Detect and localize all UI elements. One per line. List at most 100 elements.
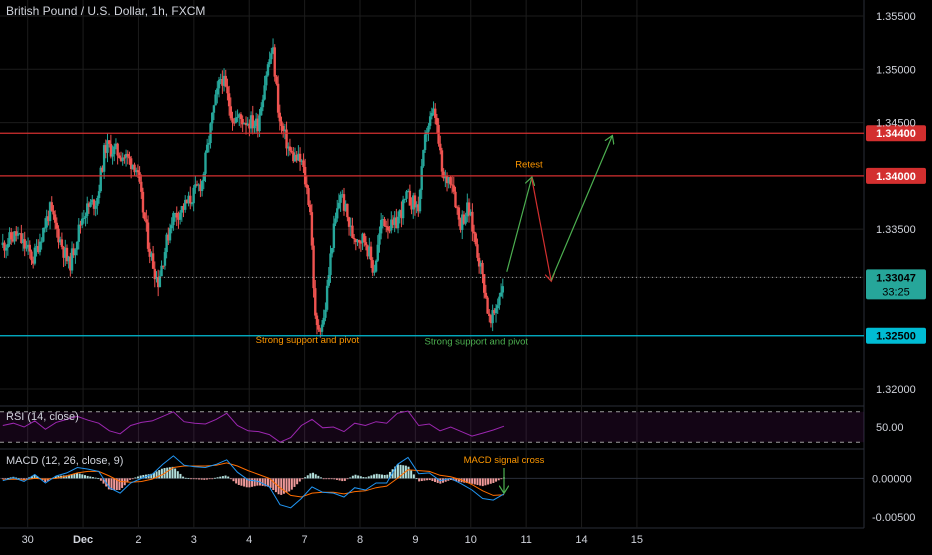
grid-lines — [0, 0, 865, 529]
macd-histogram-bar — [73, 473, 76, 479]
candle-body — [148, 248, 151, 257]
candle-body — [254, 118, 258, 126]
macd-histogram-bar — [179, 473, 182, 479]
candle-body — [450, 184, 454, 186]
macd-histogram-bar — [150, 473, 153, 479]
macd-histogram-bar — [314, 474, 317, 479]
candle-body — [182, 205, 185, 210]
macd-histogram-bar — [187, 478, 190, 480]
macd-histogram-bar — [418, 478, 421, 482]
macd-histogram-bar — [434, 478, 437, 482]
candle-body — [97, 191, 101, 199]
macd-histogram-bar — [407, 466, 410, 479]
macd-histogram-bar — [296, 478, 299, 485]
candle-body — [406, 190, 410, 192]
candle-body — [50, 202, 53, 211]
candle-body — [243, 123, 246, 125]
candle-body — [116, 143, 119, 156]
candle-body — [175, 212, 178, 218]
macd-histogram-bar — [131, 478, 134, 480]
candle-body — [297, 153, 300, 161]
macd-histogram-bar — [192, 478, 195, 480]
candle-body — [158, 276, 162, 288]
candle-body — [334, 218, 337, 224]
macd-histogram-bar — [160, 468, 163, 479]
macd-histogram-bar — [46, 478, 49, 481]
macd-histogram-bar — [176, 471, 179, 479]
macd-histogram-bar — [203, 478, 206, 480]
candle-body — [352, 237, 356, 240]
macd-histogram-bar — [357, 475, 360, 479]
macd-histogram-bar — [386, 474, 389, 479]
time-tick-label: 8 — [357, 534, 363, 546]
macd-histogram-bar — [195, 478, 198, 480]
candle-body — [483, 274, 486, 293]
macd-histogram-bar — [362, 477, 365, 479]
macd-histogram-bar — [78, 473, 81, 479]
candle-body — [393, 217, 396, 225]
macd-histogram-bar — [253, 478, 256, 487]
macd-histogram-bar — [224, 475, 227, 479]
candle-body — [72, 248, 75, 256]
time-tick-label: Dec — [73, 534, 93, 546]
candle-body — [351, 225, 354, 238]
time-tick-label: 15 — [631, 534, 643, 546]
candle-body — [37, 246, 40, 253]
macd-histogram-bar — [107, 478, 110, 490]
chart-title: British Pound / U.S. Dollar, 1h, FXCM — [6, 4, 205, 18]
candle-body — [53, 214, 57, 223]
candle-body — [156, 277, 160, 288]
macd-histogram-bar — [171, 466, 174, 479]
candle-body — [479, 262, 483, 267]
macd-histogram-bar — [142, 474, 145, 479]
candle-body — [258, 115, 261, 132]
support-badge — [866, 327, 926, 344]
candle-body — [185, 199, 189, 204]
candle-body — [219, 79, 222, 81]
candle-body — [177, 217, 180, 220]
candle-body — [124, 154, 128, 158]
candle-body — [165, 234, 168, 253]
macd-histogram-bar — [91, 477, 94, 479]
time-tick-label: 30 — [22, 534, 34, 546]
candle-body — [227, 93, 231, 107]
macd-tick-label: -0.00500 — [872, 512, 915, 524]
price-tick-label: 1.35500 — [876, 11, 916, 23]
candle-body — [126, 154, 129, 157]
macd-histogram-bar — [266, 478, 269, 487]
candle-body — [221, 79, 224, 86]
macd-histogram-bar — [126, 478, 129, 483]
candle-body — [371, 260, 374, 273]
rsi-tick-label: 50.00 — [876, 422, 904, 434]
candle-body — [396, 216, 400, 229]
rsi-title: RSI (14, close) — [6, 411, 79, 423]
macd-histogram-bar — [30, 475, 33, 479]
candle-body — [145, 219, 148, 223]
candle-body — [200, 181, 204, 192]
candle-body — [140, 181, 143, 192]
macd-line — [2, 455, 505, 509]
candle-body — [226, 86, 229, 94]
macd-histogram-bar — [269, 478, 272, 488]
candle-body — [466, 202, 469, 217]
candle-body — [57, 228, 60, 243]
time-tick-label: 3 — [191, 534, 197, 546]
macd-histogram-bar — [487, 478, 490, 485]
macd-histogram-bar — [168, 467, 171, 479]
candle-body — [224, 75, 227, 87]
candle-body — [246, 123, 249, 126]
candle-body — [4, 247, 8, 251]
macd-histogram-bar — [457, 478, 460, 482]
macd-histogram-bar — [410, 470, 413, 479]
candle-body — [109, 143, 113, 157]
projection-arrow — [550, 136, 612, 281]
candle-body — [390, 219, 393, 231]
candle-body — [1, 242, 4, 246]
macd-histogram-bar — [298, 478, 301, 482]
macd-histogram-bar — [232, 478, 235, 482]
macd-histogram-bar — [182, 476, 185, 479]
macd-histogram-bar — [306, 475, 309, 479]
candle-body — [408, 190, 412, 206]
